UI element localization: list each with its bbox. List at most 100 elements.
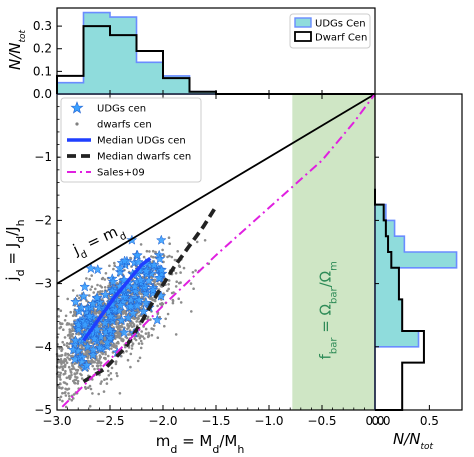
dwarf-point	[64, 405, 68, 409]
dwarf-point	[130, 325, 134, 329]
dwarf-point	[140, 304, 144, 308]
dwarf-point	[75, 371, 79, 375]
dwarf-point	[105, 377, 109, 381]
udg-star	[114, 266, 126, 277]
dwarf-point	[74, 368, 78, 372]
dwarf-point	[166, 289, 169, 293]
dwarf-point	[141, 335, 144, 338]
dwarf-point	[76, 379, 80, 383]
dwarf-point	[59, 378, 62, 381]
dwarf-point	[178, 265, 182, 269]
dwarf-point	[167, 283, 170, 286]
dwarf-point	[127, 346, 131, 349]
dwarf-point	[152, 298, 155, 302]
dwarf-point	[80, 373, 83, 377]
dwarf-point	[101, 290, 104, 293]
dwarf-point	[71, 289, 75, 292]
udg-star	[94, 301, 105, 313]
right-histogram-panel: 0.0 0.5 N/Ntot	[371, 93, 463, 452]
dwarf-point	[97, 392, 100, 396]
udg-star	[101, 340, 113, 351]
dwarf-point	[137, 342, 141, 345]
dwarf-point	[98, 311, 102, 315]
dwarf-point	[167, 236, 171, 239]
dwarf-point	[149, 318, 152, 321]
dwarf-point	[107, 284, 110, 288]
dwarf-point	[59, 322, 62, 326]
dwarf-point	[88, 294, 91, 297]
y-tick-label: −2	[34, 213, 52, 227]
dwarf-point	[80, 377, 84, 380]
dwarf-point	[167, 279, 171, 282]
dwarf-point	[68, 377, 72, 381]
udg-star	[70, 334, 81, 346]
dwarf-point	[146, 315, 150, 319]
dwarf-point	[85, 277, 88, 280]
dwarf-point	[70, 373, 73, 377]
dwarf-point	[119, 328, 122, 332]
dwarf-point	[62, 328, 65, 332]
dwarf-point	[163, 324, 166, 328]
legend-label: Sales+09	[97, 168, 145, 179]
udg-star	[94, 342, 106, 353]
dwarf-point	[71, 314, 75, 318]
dwarf-point	[137, 317, 140, 320]
dwarf-point	[147, 331, 150, 335]
dwarf-point	[68, 397, 71, 401]
dwarf-point	[62, 381, 66, 384]
dwarf-point	[145, 249, 149, 253]
udg-star	[67, 344, 79, 355]
dwarf-point	[59, 371, 62, 375]
dwarf-point	[117, 324, 121, 328]
dwarf-point	[108, 264, 111, 268]
udg-star	[89, 333, 100, 344]
dwarf-point	[61, 365, 64, 369]
one-to-one-line	[56, 93, 376, 285]
dwarf-point	[129, 365, 132, 369]
dwarf-point	[59, 358, 63, 361]
main-x-ticks: −3.0 −2.5 −2.0 −1.5 −1.0 −0.5 0.0	[42, 94, 385, 428]
dwarf-point	[115, 372, 118, 375]
dwarf-point	[138, 356, 142, 360]
dwarf-point	[195, 240, 199, 244]
dwarf-point	[99, 382, 102, 385]
dwarf-point	[156, 336, 160, 340]
udg-star	[81, 359, 92, 370]
dwarf-point	[114, 360, 118, 364]
legend-entry: Sales+09	[67, 168, 145, 179]
dwarf-point	[140, 296, 144, 300]
dwarf-point	[174, 285, 178, 288]
dwarf-point	[126, 358, 130, 362]
dwarf-point	[89, 387, 93, 391]
dwarf-point	[58, 386, 61, 390]
dwarf-point	[124, 312, 128, 315]
udg-star	[119, 255, 131, 266]
udg-star	[153, 272, 165, 283]
top-y-tick-label: 0.0	[33, 87, 52, 101]
dwarf-point	[91, 392, 94, 395]
dwarf-point	[63, 391, 66, 395]
dwarf-point	[65, 344, 69, 348]
dwarf-point	[130, 344, 134, 347]
udg-star	[151, 314, 163, 325]
dwarf-point	[84, 387, 88, 390]
dwarf-point	[113, 261, 116, 265]
udg-star	[78, 290, 89, 302]
dwarf-point	[68, 394, 71, 398]
y-tick-label: −4	[34, 340, 52, 354]
dwarf-point	[168, 254, 171, 258]
dwarf-point	[118, 334, 121, 337]
dwarf-point	[190, 310, 193, 313]
dwarf-point	[120, 354, 123, 358]
dwarf-point	[161, 248, 164, 252]
dwarf-point	[170, 255, 174, 259]
x-tick-label: 0.0	[365, 414, 384, 428]
dwarf-point	[64, 387, 67, 391]
dwarf-point	[130, 321, 134, 325]
dwarf-point	[167, 287, 170, 291]
right-x-ticks: 0.0 0.5	[371, 156, 439, 428]
udg-star	[79, 319, 91, 330]
top-y-axis-label: N/Ntot	[6, 30, 28, 71]
dwarf-point	[115, 282, 119, 285]
